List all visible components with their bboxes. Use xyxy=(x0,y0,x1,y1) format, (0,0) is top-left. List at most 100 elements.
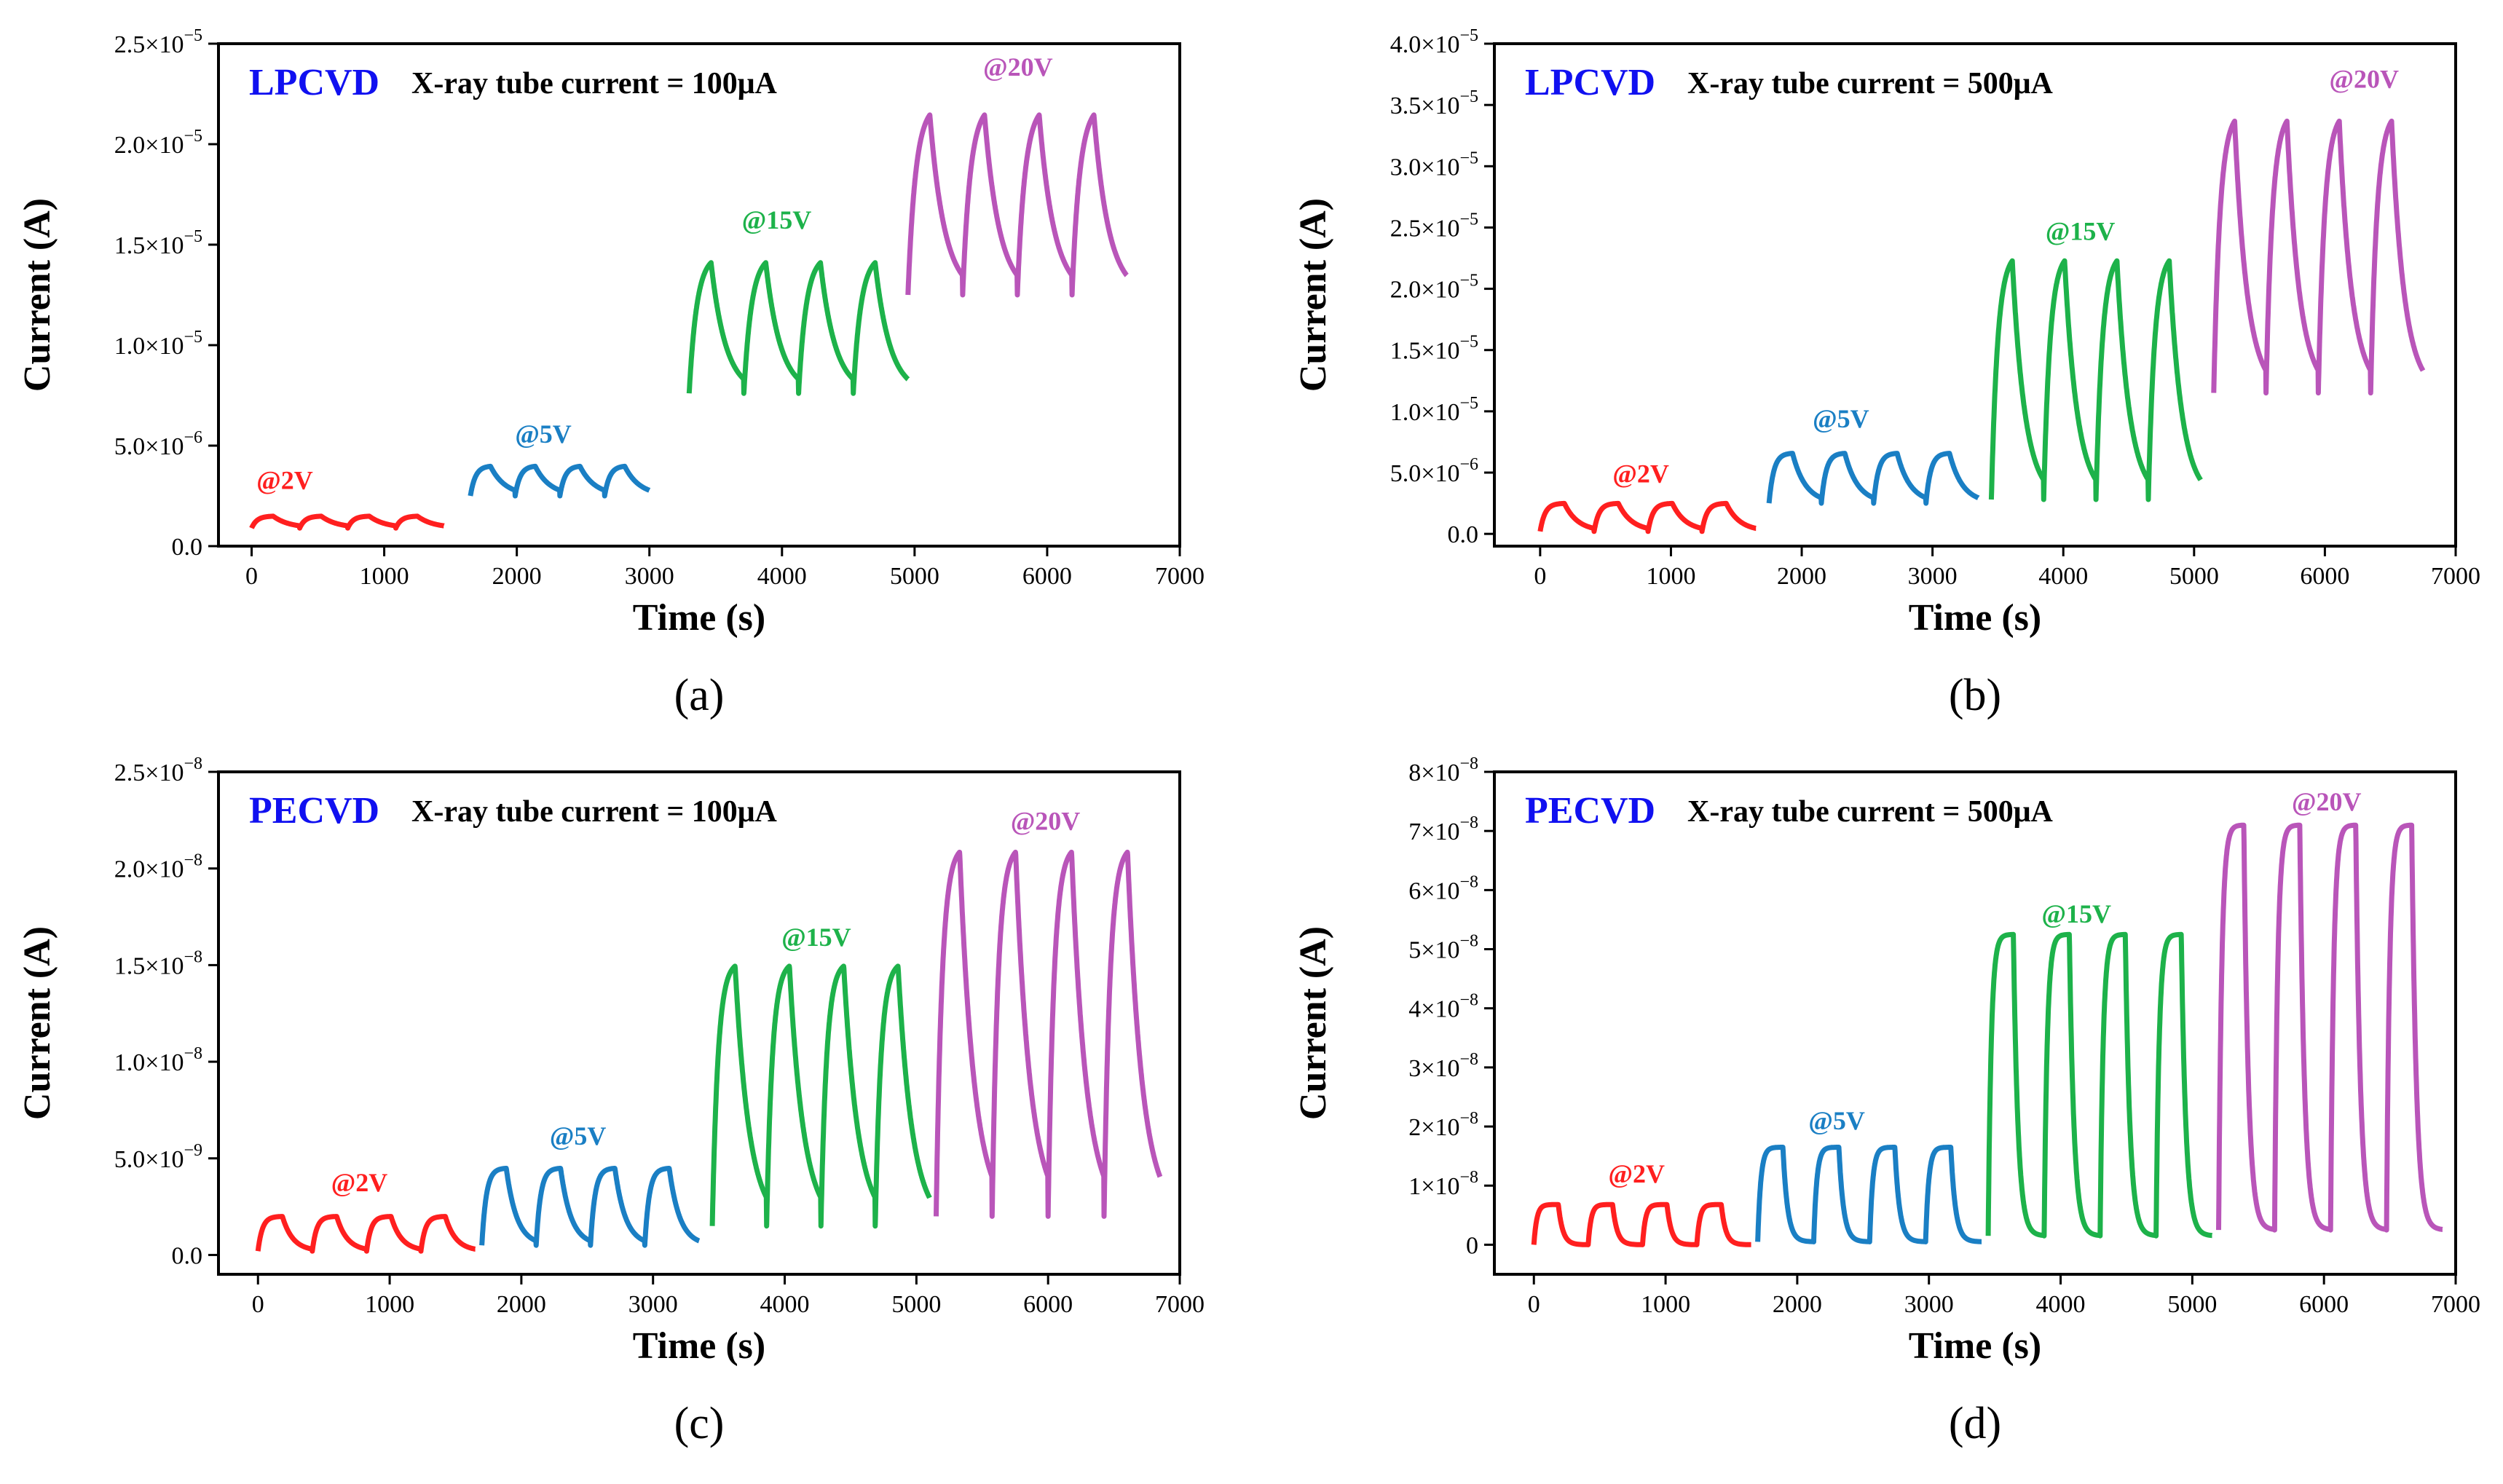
y-tick-label: 4.0×10−5 xyxy=(1390,26,1478,58)
x-tick-label: 0 xyxy=(252,1291,264,1318)
y-tick-label: 2.0×10−5 xyxy=(1390,272,1478,304)
y-tick-label: 1.0×10−5 xyxy=(114,328,202,360)
x-axis-title: Time (s) xyxy=(633,597,765,639)
series-line-20V xyxy=(905,112,1130,298)
panel-caption: (b) xyxy=(1949,671,2001,720)
panel-caption: (c) xyxy=(674,1399,725,1448)
y-tick-label: 5.0×10−9 xyxy=(114,1141,202,1173)
x-tick-label: 0 xyxy=(1534,563,1546,590)
y-tick-label: 7×10−8 xyxy=(1408,813,1478,845)
method-label: LPCVD xyxy=(1525,62,1655,103)
y-tick-label: 8×10−8 xyxy=(1408,754,1478,786)
x-tick-label: 2000 xyxy=(1773,1291,1822,1318)
x-tick-label: 6000 xyxy=(1023,1291,1073,1318)
condition-label: X-ray tube current = 100μA xyxy=(411,795,778,829)
series-group xyxy=(1531,822,2445,1247)
x-tick-label: 0 xyxy=(1528,1291,1540,1318)
series-group xyxy=(255,849,1163,1254)
x-tick-label: 7000 xyxy=(1155,563,1205,590)
x-tick-label: 3000 xyxy=(628,1291,678,1318)
panel-d: 0 1000 2000 3000 4000 5000 6000 7000 0 1×10−8 2×10… xyxy=(1293,754,2480,1448)
series-line-2V xyxy=(249,513,446,531)
x-axis-title: Time (s) xyxy=(1909,597,2041,639)
y-tick-label: 0 xyxy=(1466,1232,1478,1259)
x-tick-label: 6000 xyxy=(1022,563,1072,590)
voltage-label-2V: @2V xyxy=(1609,1159,1665,1188)
x-tick-label: 3000 xyxy=(1908,563,1958,590)
x-tick-label: 5000 xyxy=(890,563,939,590)
y-axis-title: Current (A) xyxy=(17,198,58,392)
series-line-5V xyxy=(468,463,652,499)
voltage-label-5V: @5V xyxy=(1808,1106,1864,1135)
series-line-20V xyxy=(2211,118,2426,396)
series-line-2V xyxy=(1537,500,1759,534)
panel-b: 0 1000 2000 3000 4000 5000 6000 7000 0.0 5.0×10−6… xyxy=(1293,26,2480,720)
series-line-5V xyxy=(1766,451,1981,506)
x-tick-label: 5000 xyxy=(891,1291,941,1318)
x-tick-label: 2000 xyxy=(497,1291,546,1318)
x-tick-label: 7000 xyxy=(2431,563,2480,590)
voltage-label-20V: @20V xyxy=(983,52,1052,82)
y-tick-label: 2.5×10−5 xyxy=(114,26,202,58)
x-tick-label: 6000 xyxy=(2299,1291,2349,1318)
plot-frame xyxy=(1493,770,2457,1276)
series-line-5V xyxy=(1755,1145,1984,1244)
plot-frame xyxy=(217,42,1181,548)
y-tick-label: 3.5×10−5 xyxy=(1390,87,1478,119)
y-tick-label: 1×10−8 xyxy=(1408,1168,1478,1200)
series-group xyxy=(249,112,1130,531)
x-tick-label: 4000 xyxy=(760,1291,810,1318)
x-tick-label: 1000 xyxy=(1641,1291,1690,1318)
x-tick-label: 4000 xyxy=(757,563,807,590)
y-tick-label: 2.5×10−8 xyxy=(114,754,202,786)
x-tick-label: 6000 xyxy=(2300,563,2349,590)
x-tick-label: 4000 xyxy=(2036,1291,2086,1318)
x-tick-label: 3000 xyxy=(1904,1291,1954,1318)
plot-frame xyxy=(217,770,1181,1276)
voltage-label-5V: @5V xyxy=(550,1121,606,1151)
series-line-20V xyxy=(2216,822,2445,1233)
y-axis-title: Current (A) xyxy=(17,926,58,1120)
plot-frame xyxy=(1493,42,2457,548)
y-tick-label: 2.0×10−8 xyxy=(114,851,202,883)
y-tick-label: 3.0×10−5 xyxy=(1390,149,1478,181)
y-tick-label: 5.0×10−6 xyxy=(114,428,202,460)
voltage-label-20V: @20V xyxy=(2330,65,2399,94)
series-group xyxy=(1537,118,2426,534)
series-line-2V xyxy=(1531,1201,1754,1247)
series-line-20V xyxy=(934,849,1163,1219)
panel-c: 0 1000 2000 3000 4000 5000 6000 7000 0.0 5.0×10−9… xyxy=(17,754,1205,1448)
x-axis-title: Time (s) xyxy=(633,1325,765,1367)
voltage-label-2V: @2V xyxy=(331,1168,387,1197)
y-tick-label: 4×10−8 xyxy=(1408,991,1478,1023)
voltage-label-15V: @15V xyxy=(2046,216,2115,245)
voltage-label-15V: @15V xyxy=(742,205,811,234)
y-tick-label: 5×10−8 xyxy=(1408,932,1478,964)
condition-label: X-ray tube current = 500μA xyxy=(1687,795,2054,829)
series-line-2V xyxy=(255,1214,478,1254)
x-tick-label: 1000 xyxy=(360,563,409,590)
x-tick-label: 2000 xyxy=(492,563,542,590)
series-line-5V xyxy=(479,1166,702,1248)
y-tick-label: 1.0×10−8 xyxy=(114,1044,202,1076)
y-tick-label: 3×10−8 xyxy=(1408,1050,1478,1082)
x-tick-label: 7000 xyxy=(1155,1291,1205,1318)
voltage-label-2V: @2V xyxy=(256,465,312,494)
y-tick-label: 1.5×10−8 xyxy=(114,947,202,979)
x-tick-label: 2000 xyxy=(1777,563,1826,590)
method-label: LPCVD xyxy=(249,62,379,103)
series-line-15V xyxy=(1988,258,2203,502)
series-line-15V xyxy=(686,260,910,396)
x-tick-label: 1000 xyxy=(365,1291,414,1318)
y-tick-label: 1.5×10−5 xyxy=(1390,333,1478,365)
voltage-label-2V: @2V xyxy=(1612,459,1668,488)
x-tick-label: 5000 xyxy=(2169,563,2219,590)
voltage-label-5V: @5V xyxy=(1813,404,1869,433)
y-tick-label: 0.0 xyxy=(172,534,203,561)
voltage-label-15V: @15V xyxy=(781,923,851,952)
panel-caption: (d) xyxy=(1949,1399,2001,1448)
x-tick-label: 1000 xyxy=(1646,563,1695,590)
y-tick-label: 2×10−8 xyxy=(1408,1109,1478,1141)
y-tick-label: 0.0 xyxy=(1448,521,1479,548)
